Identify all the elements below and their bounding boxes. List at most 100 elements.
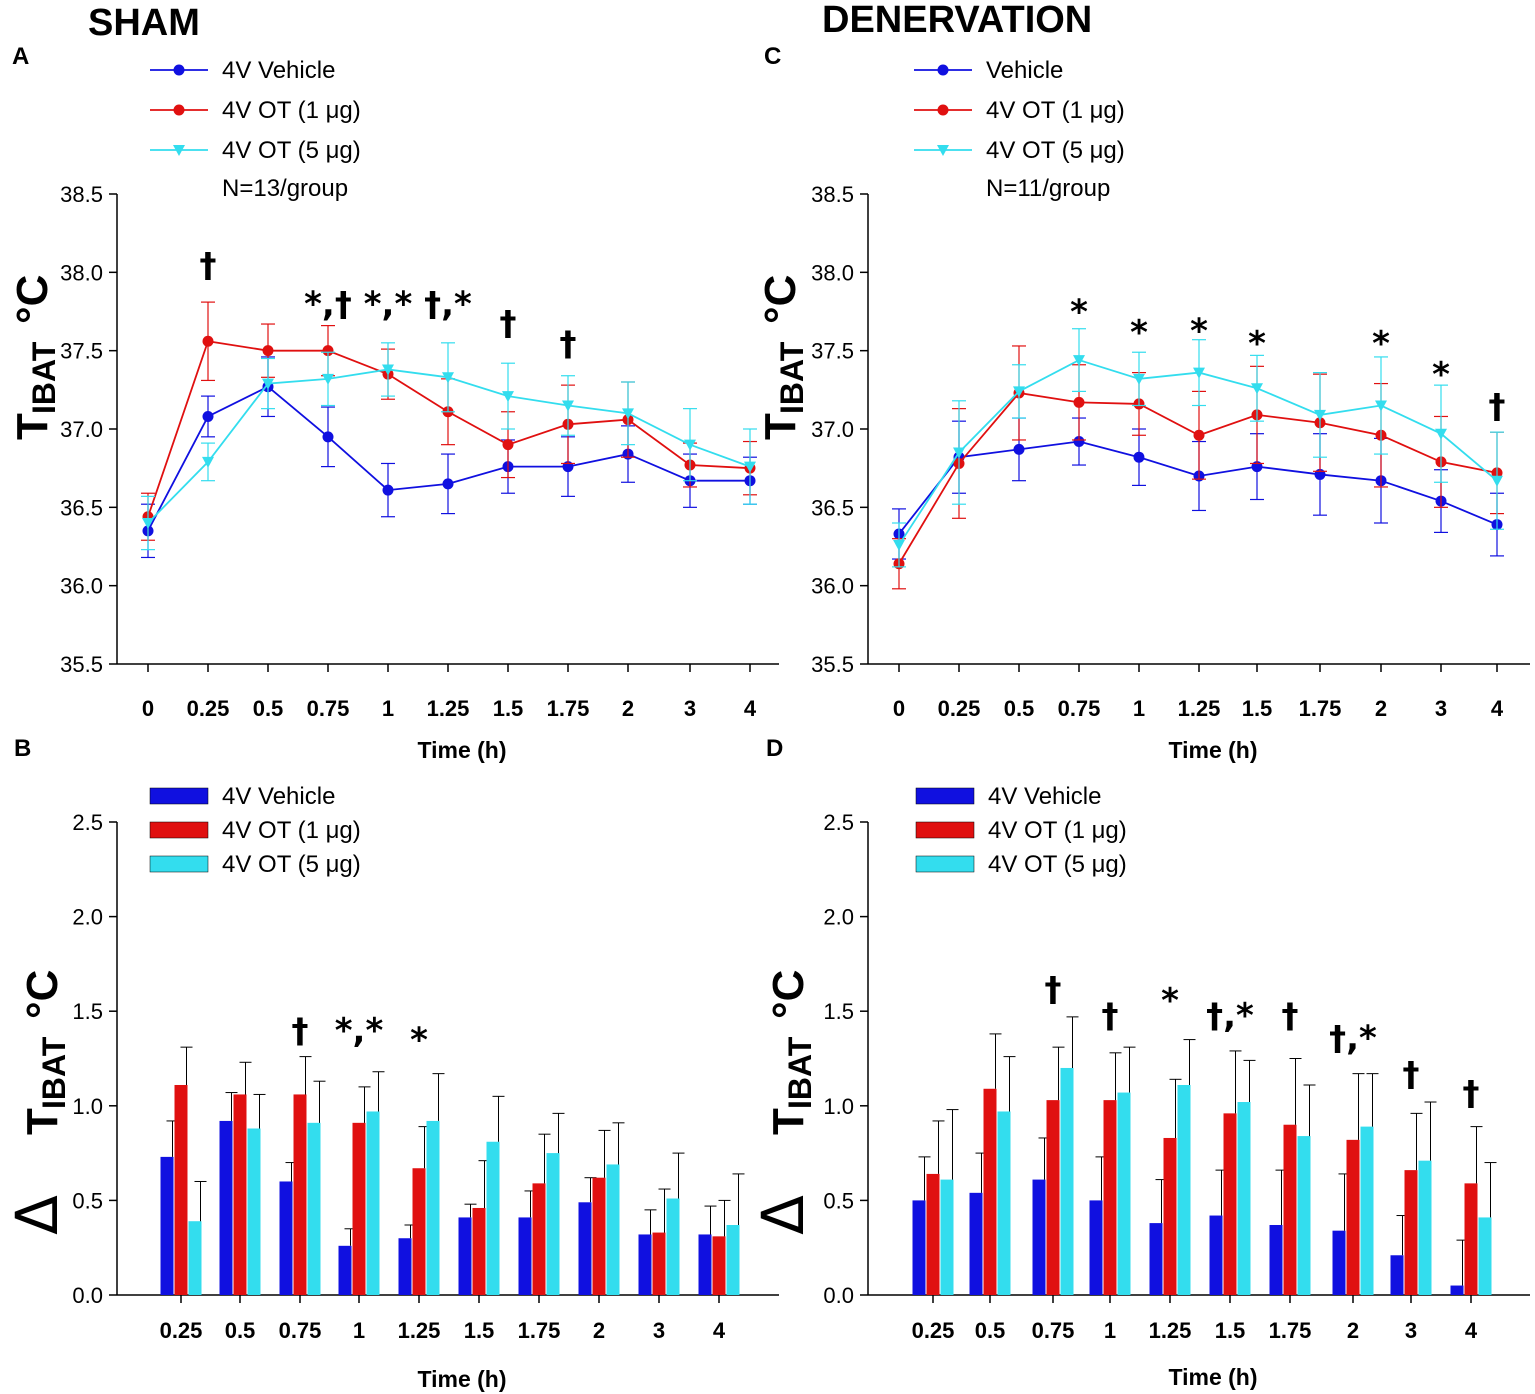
bar — [1103, 1100, 1117, 1295]
x-tick-label: 1.5 — [493, 696, 524, 721]
legend-swatch — [149, 855, 209, 873]
legend-marker — [937, 104, 949, 116]
x-tick-label: 1 — [1133, 696, 1145, 721]
series-0 — [141, 356, 757, 559]
y-tick-label: 37.0 — [60, 417, 103, 442]
legend-marker — [173, 104, 185, 116]
x-tick-label: 2 — [1375, 696, 1387, 721]
data-point — [142, 518, 154, 529]
legend-swatch — [915, 855, 975, 873]
x-tick-label: 4 — [713, 1318, 726, 1343]
y-tick-label: 36.5 — [60, 495, 103, 520]
significance-marker: * — [410, 1021, 428, 1061]
x-tick-label: 1.75 — [1269, 1318, 1312, 1343]
y-tick-label: 2.0 — [823, 905, 854, 930]
data-point — [1073, 436, 1085, 448]
significance-marker: † — [1045, 969, 1062, 1009]
bar — [366, 1111, 380, 1295]
significance-marker: † — [292, 1011, 309, 1051]
data-point — [442, 478, 454, 490]
bar — [1032, 1179, 1046, 1295]
bar — [1478, 1217, 1492, 1295]
data-point — [202, 410, 214, 422]
x-tick-label: 0.5 — [975, 1318, 1006, 1343]
panel-letter-a: A — [12, 43, 29, 70]
bar — [1089, 1200, 1103, 1295]
bar — [969, 1192, 983, 1295]
series-0 — [912, 1137, 1469, 1295]
data-point — [953, 447, 965, 459]
y-tick-label: 37.0 — [811, 417, 854, 442]
significance-marker: † — [200, 246, 217, 286]
significance-marker: * — [1070, 293, 1088, 333]
data-point — [382, 364, 394, 376]
bar — [160, 1156, 174, 1295]
y-axis-label-unit: °C — [8, 275, 57, 324]
x-tick-label: 1.75 — [547, 696, 590, 721]
series-1 — [926, 1033, 1483, 1295]
x-tick-label: 1 — [1104, 1318, 1116, 1343]
legend-label: 4V OT (1 μg) — [222, 97, 361, 124]
x-tick-label: 4 — [1465, 1318, 1478, 1343]
legend-swatch — [149, 787, 209, 805]
significance-marker: † — [1463, 1074, 1480, 1114]
legend-label: 4V OT (1 μg) — [986, 97, 1125, 124]
panel-d: D 0.0 0.5 1.0 1.5 2.0 2.5 0.25 0.5 0.75 1 1.25 1.5 1.… — [749, 735, 1530, 1390]
bar — [458, 1217, 472, 1295]
data-point — [1314, 409, 1326, 421]
data-point — [262, 378, 274, 390]
series-line — [898, 440, 1498, 535]
y-axis-label-unit: °C — [18, 970, 67, 1019]
group-size-note: N=11/group — [986, 175, 1110, 202]
data-point — [1193, 429, 1205, 441]
bar — [1060, 1067, 1074, 1295]
significance-marker: †,* — [1329, 1019, 1377, 1059]
y-tick-label: 38.5 — [60, 182, 103, 207]
x-tick-label: 2 — [1347, 1318, 1359, 1343]
x-tick-label: 3 — [1405, 1318, 1417, 1343]
bar — [592, 1177, 606, 1295]
x-tick-label: 2 — [622, 696, 634, 721]
legend-label: 4V Vehicle — [222, 783, 335, 810]
bar — [188, 1221, 202, 1295]
y-axis-label-sub: IBAT — [774, 341, 810, 414]
bar — [1390, 1255, 1404, 1295]
bar — [1346, 1139, 1360, 1295]
y-tick-label: 0.5 — [823, 1188, 854, 1213]
panel-letter-d: D — [766, 735, 783, 762]
y-tick-label: 0.5 — [72, 1188, 103, 1213]
data-point — [502, 391, 514, 403]
significance-marker: † — [500, 303, 517, 343]
x-tick-label: 1 — [382, 696, 394, 721]
x-tick-label: 0.5 — [225, 1318, 256, 1343]
significance-marker: † — [1489, 387, 1506, 427]
x-tick-label: 0.75 — [1058, 696, 1101, 721]
significance-marker: *,* — [364, 285, 413, 325]
data-point — [202, 456, 214, 468]
x-tick-label: 4 — [744, 696, 757, 721]
bar — [293, 1094, 307, 1295]
series-1 — [174, 1046, 731, 1295]
data-point — [684, 439, 696, 451]
bar — [398, 1238, 412, 1295]
bar — [712, 1236, 726, 1295]
data-point — [442, 372, 454, 384]
data-point — [322, 345, 334, 357]
significance-marker: † — [1403, 1055, 1420, 1095]
series-line — [147, 368, 751, 524]
x-axis-label: Time (h) — [417, 1366, 506, 1392]
bar — [940, 1179, 954, 1295]
y-axis-label-sub: IBAT — [36, 1036, 72, 1109]
significance-marker: † — [1282, 996, 1299, 1036]
bar — [1450, 1285, 1464, 1295]
x-tick-label: 1.5 — [1215, 1318, 1246, 1343]
x-tick-label: 0.25 — [160, 1318, 203, 1343]
x-tick-label: 2 — [593, 1318, 605, 1343]
bar — [338, 1245, 352, 1295]
bar — [279, 1181, 293, 1295]
significance-marker: *,* — [335, 1011, 384, 1051]
y-axis-label-sub: IBAT — [26, 341, 62, 414]
panel-b: B 0.0 0.5 1.0 1.5 2.0 2.5 0.25 0.5 0.75 1 1.25 1.5 1.… — [3, 735, 779, 1392]
